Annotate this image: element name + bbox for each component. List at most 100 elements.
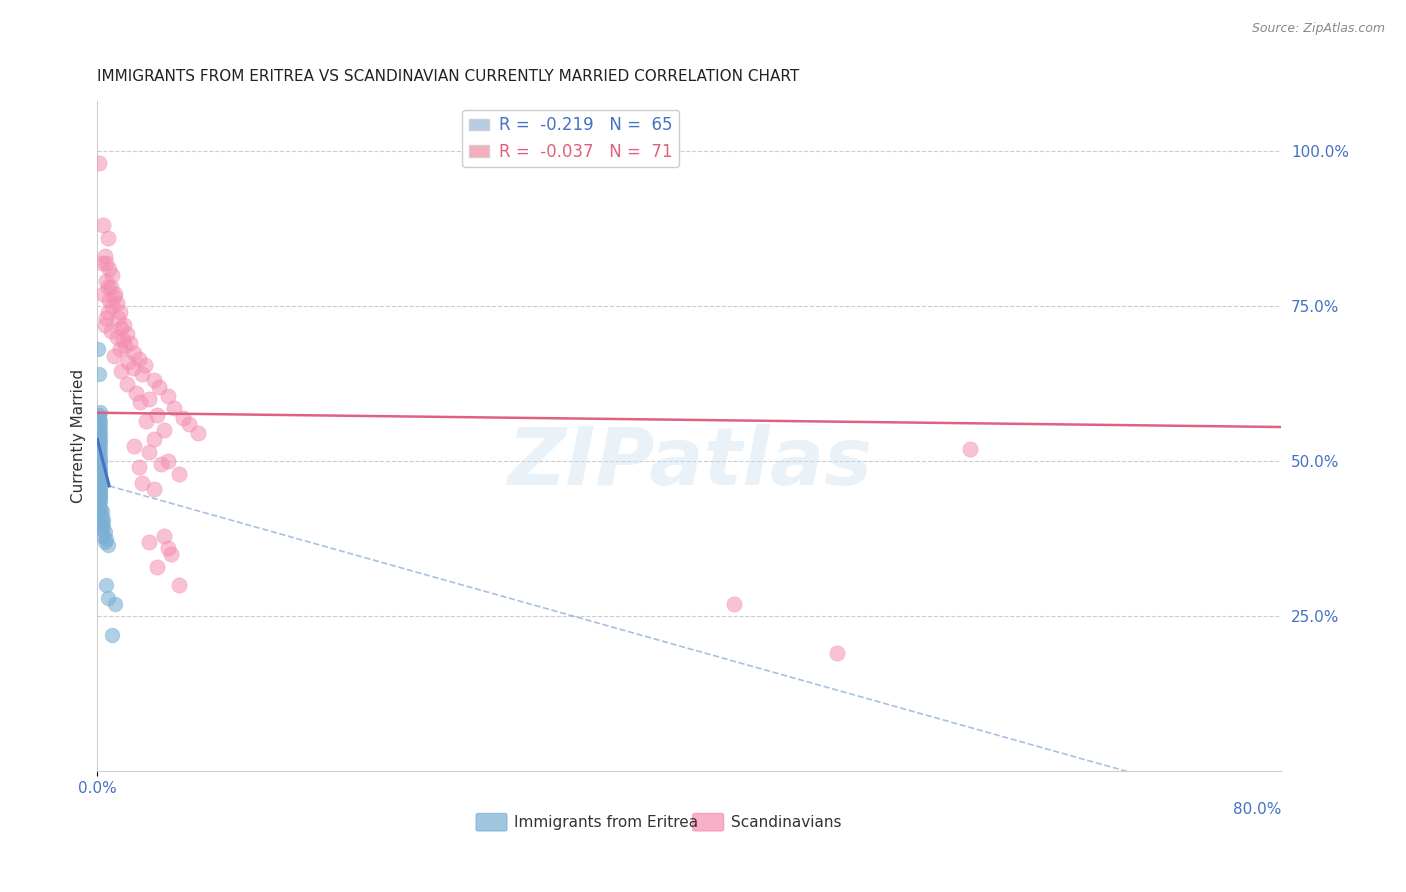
Point: [125, 385, 148, 400]
Point: [167, 578, 190, 592]
Point: [108, 305, 131, 319]
Point: [121, 361, 143, 376]
Point: [94, 525, 117, 540]
Point: [94, 534, 117, 549]
Point: [96, 274, 118, 288]
Point: [87, 457, 110, 471]
Text: 80.0%: 80.0%: [1233, 802, 1281, 817]
Point: [89, 463, 111, 477]
Point: [142, 482, 165, 496]
Point: [104, 597, 127, 611]
Point: [96, 532, 118, 546]
Y-axis label: Currently Married: Currently Married: [72, 369, 86, 503]
Point: [87, 417, 110, 431]
Text: Source: ZipAtlas.com: Source: ZipAtlas.com: [1251, 22, 1385, 36]
Point: [153, 423, 176, 437]
Point: [89, 454, 111, 468]
Point: [89, 473, 111, 487]
Point: [89, 475, 111, 490]
Point: [87, 454, 110, 468]
Point: [89, 448, 111, 462]
Point: [87, 423, 110, 437]
Point: [87, 343, 110, 357]
Point: [131, 368, 153, 382]
Point: [87, 482, 110, 496]
Point: [89, 491, 111, 506]
Point: [148, 380, 170, 394]
Point: [103, 349, 125, 363]
Point: [87, 485, 110, 500]
Point: [87, 429, 110, 443]
Point: [87, 450, 110, 465]
Point: [138, 534, 160, 549]
Point: [89, 454, 111, 468]
Point: [89, 433, 111, 447]
Point: [89, 435, 111, 450]
Point: [145, 559, 167, 574]
Point: [91, 528, 114, 542]
Point: [87, 445, 110, 459]
Point: [128, 351, 150, 366]
Point: [145, 408, 167, 422]
Point: [97, 591, 120, 605]
Point: [129, 395, 152, 409]
Point: [114, 339, 136, 353]
Point: [91, 219, 114, 233]
Point: [142, 433, 165, 447]
Point: [89, 420, 111, 434]
Legend: R =  -0.219   N =  65, R =  -0.037   N =  71: R = -0.219 N = 65, R = -0.037 N = 71: [463, 110, 679, 168]
Point: [90, 510, 112, 524]
Point: [138, 392, 160, 406]
Point: [98, 261, 121, 276]
Point: [87, 488, 110, 502]
Point: [94, 318, 117, 332]
Point: [97, 280, 120, 294]
Point: [118, 336, 141, 351]
Point: [103, 290, 125, 304]
Point: [90, 516, 112, 530]
Point: [138, 445, 160, 459]
Point: [100, 280, 122, 294]
Point: [90, 255, 112, 269]
Point: [97, 538, 120, 552]
Point: [91, 513, 114, 527]
Point: [124, 439, 146, 453]
Point: [89, 442, 111, 456]
Point: [104, 286, 127, 301]
Point: [87, 156, 110, 170]
Point: [160, 547, 183, 561]
Point: [87, 408, 110, 422]
Point: [96, 311, 118, 326]
Point: [157, 541, 180, 555]
Point: [89, 488, 111, 502]
Point: [111, 333, 134, 347]
Point: [87, 473, 110, 487]
Point: [100, 324, 122, 338]
Point: [97, 231, 120, 245]
Point: [87, 510, 110, 524]
Point: [128, 460, 150, 475]
Point: [131, 475, 153, 490]
Point: [90, 504, 112, 518]
Point: [110, 364, 132, 378]
Point: [96, 255, 118, 269]
Point: [149, 457, 172, 471]
Point: [142, 374, 165, 388]
Point: [91, 519, 114, 533]
FancyBboxPatch shape: [477, 814, 508, 830]
Point: [157, 389, 180, 403]
Text: ZIPatlas: ZIPatlas: [506, 424, 872, 502]
Text: Scandinavians: Scandinavians: [731, 814, 841, 830]
Point: [153, 528, 176, 542]
Point: [825, 647, 848, 661]
Point: [89, 467, 111, 481]
Point: [89, 504, 111, 518]
Point: [90, 522, 112, 536]
Point: [87, 368, 110, 382]
Point: [87, 410, 110, 425]
Point: [89, 500, 111, 515]
Point: [157, 454, 180, 468]
Point: [115, 376, 138, 391]
Point: [98, 293, 121, 307]
Point: [101, 299, 124, 313]
